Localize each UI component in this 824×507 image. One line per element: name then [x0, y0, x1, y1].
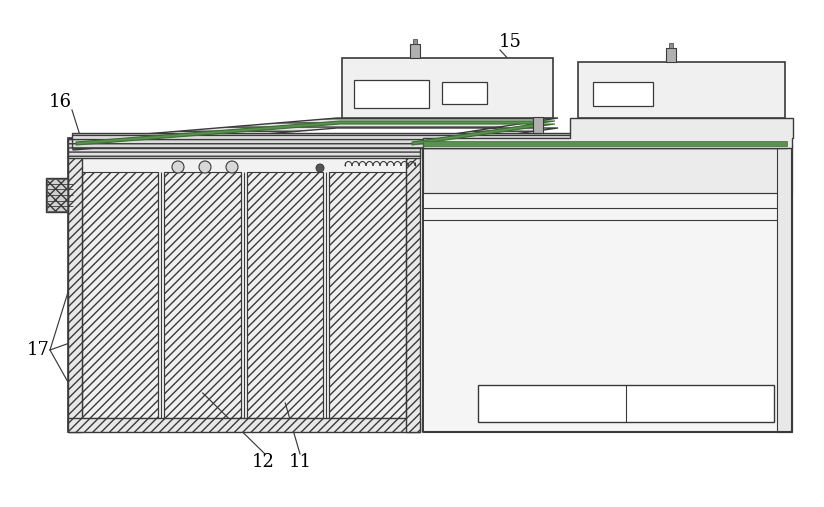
- Text: 11: 11: [288, 453, 311, 471]
- Bar: [342, 58, 553, 118]
- Polygon shape: [73, 118, 558, 150]
- Polygon shape: [68, 138, 82, 432]
- Circle shape: [172, 161, 184, 173]
- Bar: [423, 148, 792, 193]
- Bar: [413, 39, 417, 44]
- Bar: [72, 133, 787, 148]
- Bar: [666, 48, 676, 62]
- Bar: [82, 172, 158, 418]
- Circle shape: [226, 161, 238, 173]
- Bar: [442, 82, 487, 104]
- Text: 12: 12: [251, 453, 274, 471]
- Bar: [165, 172, 241, 418]
- Text: 16: 16: [49, 93, 72, 111]
- Bar: [578, 62, 785, 118]
- Bar: [423, 141, 787, 146]
- Bar: [423, 145, 792, 432]
- Polygon shape: [68, 418, 420, 432]
- Bar: [330, 172, 406, 418]
- Bar: [47, 179, 67, 211]
- Bar: [593, 82, 653, 106]
- Circle shape: [199, 161, 211, 173]
- Bar: [533, 117, 543, 133]
- Circle shape: [316, 164, 324, 172]
- Bar: [777, 145, 792, 432]
- Bar: [68, 138, 420, 432]
- Bar: [410, 44, 420, 58]
- Bar: [68, 138, 420, 158]
- Bar: [478, 385, 774, 422]
- Polygon shape: [76, 121, 555, 145]
- Bar: [354, 80, 429, 108]
- Text: 17: 17: [26, 341, 49, 359]
- Polygon shape: [423, 118, 793, 148]
- Bar: [46, 178, 68, 212]
- Bar: [247, 172, 324, 418]
- Bar: [669, 43, 673, 48]
- Text: 15: 15: [499, 33, 522, 51]
- Polygon shape: [406, 138, 420, 432]
